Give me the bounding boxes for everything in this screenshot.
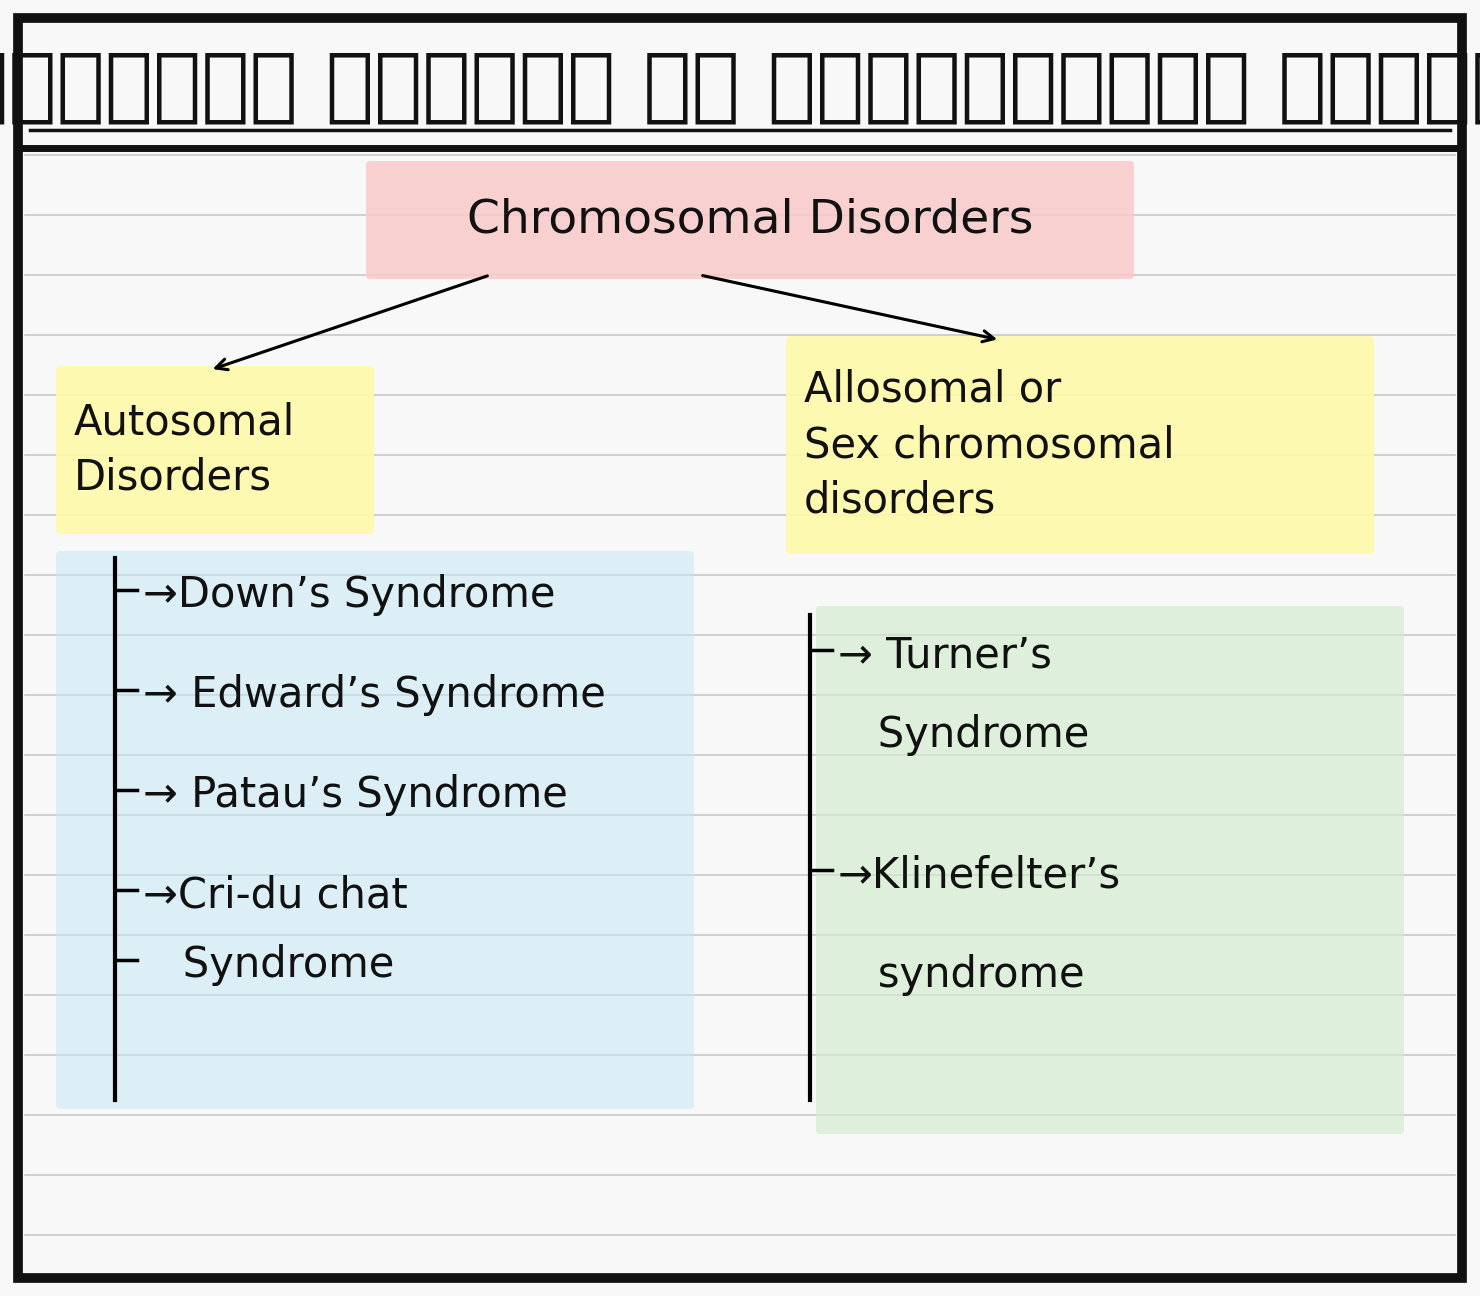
Text: → Edward’s Syndrome: → Edward’s Syndrome <box>144 674 605 715</box>
FancyBboxPatch shape <box>18 18 1462 1278</box>
Text: → Patau’s Syndrome: → Patau’s Syndrome <box>144 774 568 816</box>
FancyBboxPatch shape <box>815 607 1405 1134</box>
FancyBboxPatch shape <box>56 365 374 534</box>
FancyBboxPatch shape <box>56 551 694 1109</box>
Text: Allosomal or
Sex chromosomal
disorders: Allosomal or Sex chromosomal disorders <box>804 369 1175 521</box>
FancyBboxPatch shape <box>786 336 1373 553</box>
Text: →Klinefelter’s: →Klinefelter’s <box>838 854 1122 896</box>
Text: Autosomal
Disorders: Autosomal Disorders <box>74 402 295 499</box>
Text: →Cri-du chat: →Cri-du chat <box>144 874 408 916</box>
Text: →Down’s Syndrome: →Down’s Syndrome <box>144 574 555 616</box>
Text: → Turner’s: → Turner’s <box>838 634 1052 677</box>
Text: Chromosomal Disorders: Chromosomal Disorders <box>466 197 1033 242</box>
Text: Syndrome: Syndrome <box>144 943 394 986</box>
Text: विभिन्न प्रकार के क्रोमोसोमल विकार: विभिन्न प्रकार के क्रोमोसोमल विकार <box>0 49 1480 127</box>
FancyBboxPatch shape <box>366 161 1134 279</box>
Text: syndrome: syndrome <box>838 954 1085 997</box>
Text: Syndrome: Syndrome <box>838 714 1089 756</box>
